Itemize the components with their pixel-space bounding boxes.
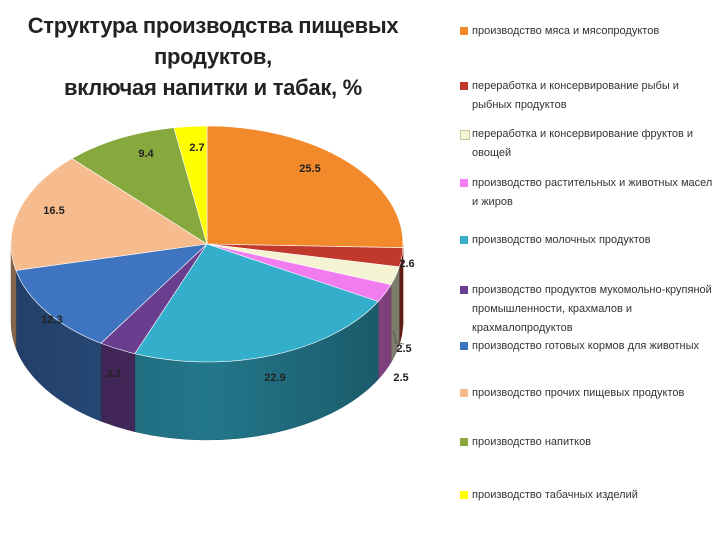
legend-item-0: производство мяса и мясопродуктов <box>460 22 715 41</box>
legend-item-2: переработка и консервирование фруктов и … <box>460 125 715 163</box>
legend-label: производство табачных изделий <box>472 489 638 501</box>
leader-line <box>392 329 405 345</box>
pie-slice-0 <box>206 125 404 249</box>
pie-slice-7 <box>10 158 208 271</box>
data-label-6: 12.3 <box>41 314 62 326</box>
legend-item-4: производство молочных продуктов <box>460 231 715 250</box>
legend-item-6: производство готовых кормов для животных <box>460 337 715 356</box>
legend-label: производство молочных продуктов <box>472 234 651 246</box>
legend-swatch <box>460 179 468 187</box>
legend-label: переработка и консервирование фруктов и … <box>472 128 694 159</box>
legend-swatch <box>460 130 470 140</box>
legend-label: производство напитков <box>472 436 592 448</box>
data-label-9: 2.7 <box>189 142 204 154</box>
data-label-0: 25.5 <box>299 163 320 175</box>
legend-swatch <box>460 491 468 499</box>
legend-item-7: производство прочих пищевых продуктов <box>460 384 715 403</box>
legend-swatch <box>460 342 468 350</box>
data-label-2: 2.5 <box>396 343 411 355</box>
legend-label: производство мяса и мясопродуктов <box>472 25 660 37</box>
chart-title-line-1: Структура производства пищевых продуктов… <box>27 13 399 69</box>
legend-label: производство готовых кормов для животных <box>472 340 700 352</box>
pie-slice-6 <box>15 243 208 344</box>
legend-swatch <box>460 438 468 446</box>
pie-side-shading <box>11 244 403 440</box>
pie-slice-8 <box>71 127 208 245</box>
legend-label: производство растительных и животных мас… <box>472 177 713 208</box>
legend-label: производство продуктов мукомольно-крупян… <box>472 284 712 334</box>
legend-item-9: производство табачных изделий <box>460 486 715 505</box>
data-label-5: 3.1 <box>106 368 121 380</box>
legend-label: переработка и консервирование рыбы и рыб… <box>472 80 679 111</box>
legend-swatch <box>460 236 468 244</box>
legend-swatch <box>460 82 468 90</box>
pie-slice-9 <box>173 125 208 245</box>
data-label-4: 22.9 <box>264 372 285 384</box>
legend-swatch <box>460 389 468 397</box>
legend-item-3: производство растительных и животных мас… <box>460 174 715 212</box>
legend-item-8: производство напитков <box>460 433 715 452</box>
legend-label: производство прочих пищевых продуктов <box>472 387 685 399</box>
data-label-7: 16.5 <box>43 205 64 217</box>
legend-swatch <box>460 286 468 294</box>
legend-swatch <box>460 27 468 35</box>
data-label-3: 2.5 <box>393 372 408 384</box>
data-label-1: 2.6 <box>399 258 414 270</box>
chart-title: Структура производства пищевых продуктов… <box>8 10 418 103</box>
pie-slice-4 <box>134 243 379 363</box>
legend-item-5: производство продуктов мукомольно-крупян… <box>460 281 715 338</box>
data-label-8: 9.4 <box>138 148 154 160</box>
legend-item-1: переработка и консервирование рыбы и рыб… <box>460 77 715 115</box>
chart-title-line-2: включая напитки и табак, % <box>64 75 362 100</box>
